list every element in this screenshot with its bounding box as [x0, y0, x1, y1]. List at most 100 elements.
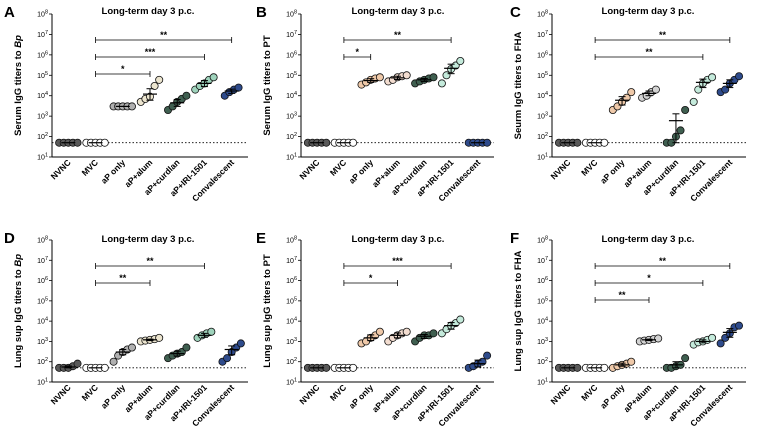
- data-point: [437, 79, 446, 88]
- significance-label: **: [160, 30, 168, 40]
- y-axis-label: Serum IgG titers to Bp: [13, 35, 24, 136]
- y-axis-label: Seurm IgG titers to FHA: [513, 32, 524, 140]
- data-point: [708, 333, 717, 342]
- y-axis-label: Lung sup IgG titers to PT: [262, 254, 273, 368]
- significance-label: **: [645, 47, 653, 57]
- y-tick-label: 105: [537, 296, 548, 305]
- data-point: [127, 343, 136, 352]
- y-axis-label: Lung sup IgG titers to Bp: [13, 254, 24, 368]
- y-tick-label: 106: [286, 50, 297, 59]
- data-point: [375, 73, 384, 82]
- panel-title: Long-term day 3 p.c.: [352, 6, 445, 17]
- x-tick-label: NVNC: [548, 382, 572, 406]
- significance-label: **: [659, 30, 667, 40]
- panel-e: E Long-term day 3 p.c. Lung sup IgG titers…: [256, 230, 494, 429]
- data-point: [456, 57, 465, 66]
- y-tick-label: 101: [537, 153, 548, 162]
- y-tick-label: 102: [37, 132, 48, 141]
- y-tick-label: 108: [537, 10, 548, 19]
- y-tick-label: 106: [537, 276, 548, 285]
- x-tick-label: NVNC: [49, 157, 73, 181]
- y-tick-label: 107: [537, 30, 548, 39]
- y-tick-label: 104: [37, 317, 48, 326]
- panel-letter: A: [4, 4, 15, 21]
- data-point: [694, 85, 703, 94]
- panel-letter: B: [256, 4, 267, 21]
- data-point: [708, 73, 717, 82]
- data-point: [627, 88, 636, 97]
- panel-title: Long-term day 3 p.c.: [602, 234, 695, 245]
- panel-letter: C: [510, 4, 521, 21]
- y-tick-label: 106: [37, 50, 48, 59]
- x-tick-label: NVNC: [297, 382, 321, 406]
- data-point: [223, 354, 232, 363]
- y-tick-label: 103: [537, 337, 548, 346]
- data-point: [207, 327, 216, 336]
- y-tick-label: 106: [37, 276, 48, 285]
- y-tick-label: 105: [37, 296, 48, 305]
- data-point: [721, 85, 730, 94]
- y-tick-label: 101: [286, 378, 297, 387]
- data-point: [182, 343, 191, 352]
- x-tick-label: NVNC: [297, 157, 321, 181]
- data-point: [442, 71, 451, 80]
- data-point: [109, 357, 118, 366]
- data-point: [429, 73, 438, 82]
- data-point: [402, 327, 411, 336]
- data-point: [182, 91, 191, 100]
- significance-label: **: [119, 273, 127, 283]
- data-point: [150, 81, 159, 90]
- y-tick-label: 101: [286, 153, 297, 162]
- y-tick-label: 101: [37, 153, 48, 162]
- data-point: [375, 327, 384, 336]
- data-point: [735, 321, 744, 330]
- y-tick-label: 104: [286, 91, 297, 100]
- y-tick-label: 107: [37, 30, 48, 39]
- y-tick-label: 104: [537, 91, 548, 100]
- data-point: [716, 339, 725, 348]
- data-point: [73, 359, 82, 368]
- panel-d: D Long-term day 3 p.c. Lung sup IgG titers…: [4, 230, 248, 429]
- data-point: [627, 357, 636, 366]
- x-tick-label: MVC: [80, 157, 100, 177]
- panel-letter: E: [256, 230, 266, 247]
- y-axis-label: Serum IgG titers to PT: [262, 35, 273, 135]
- data-point: [689, 97, 698, 106]
- panel-c: C Long-term day 3 p.c. Seurm IgG titers to…: [510, 4, 746, 204]
- y-tick-label: 104: [286, 317, 297, 326]
- panel-f: F Long-term day 3 p.c. Lung sup IgG titers…: [510, 230, 746, 429]
- y-tick-label: 103: [537, 112, 548, 121]
- significance-label: **: [619, 290, 627, 300]
- data-point: [622, 93, 631, 102]
- significance-label: *: [121, 64, 125, 74]
- data-point: [402, 71, 411, 80]
- y-tick-label: 103: [37, 112, 48, 121]
- significance-label: *: [647, 273, 651, 283]
- panel-letter: F: [510, 230, 519, 247]
- y-tick-label: 105: [286, 296, 297, 305]
- data-point: [654, 334, 663, 343]
- data-point: [234, 83, 243, 92]
- y-tick-label: 108: [286, 10, 297, 19]
- x-tick-label: NVNC: [49, 382, 73, 406]
- y-tick-label: 107: [286, 30, 297, 39]
- y-tick-label: 101: [537, 378, 548, 387]
- data-point: [681, 105, 690, 114]
- x-tick-label: MVC: [328, 382, 348, 402]
- data-point: [676, 126, 685, 135]
- x-tick-label: MVC: [579, 157, 599, 177]
- y-tick-label: 108: [537, 236, 548, 245]
- data-point: [681, 354, 690, 363]
- y-axis-label: Lung sup IgG titers to FHA: [513, 250, 524, 371]
- x-tick-label: NVNC: [548, 157, 572, 181]
- y-tick-label: 107: [37, 256, 48, 265]
- significance-label: **: [146, 256, 154, 266]
- y-tick-label: 105: [37, 71, 48, 80]
- data-point: [209, 73, 218, 82]
- data-point: [651, 85, 660, 94]
- y-tick-label: 102: [37, 357, 48, 366]
- panel-title: Long-term day 3 p.c.: [352, 234, 445, 245]
- panel-title: Long-term day 3 p.c.: [102, 234, 195, 245]
- y-tick-label: 108: [37, 236, 48, 245]
